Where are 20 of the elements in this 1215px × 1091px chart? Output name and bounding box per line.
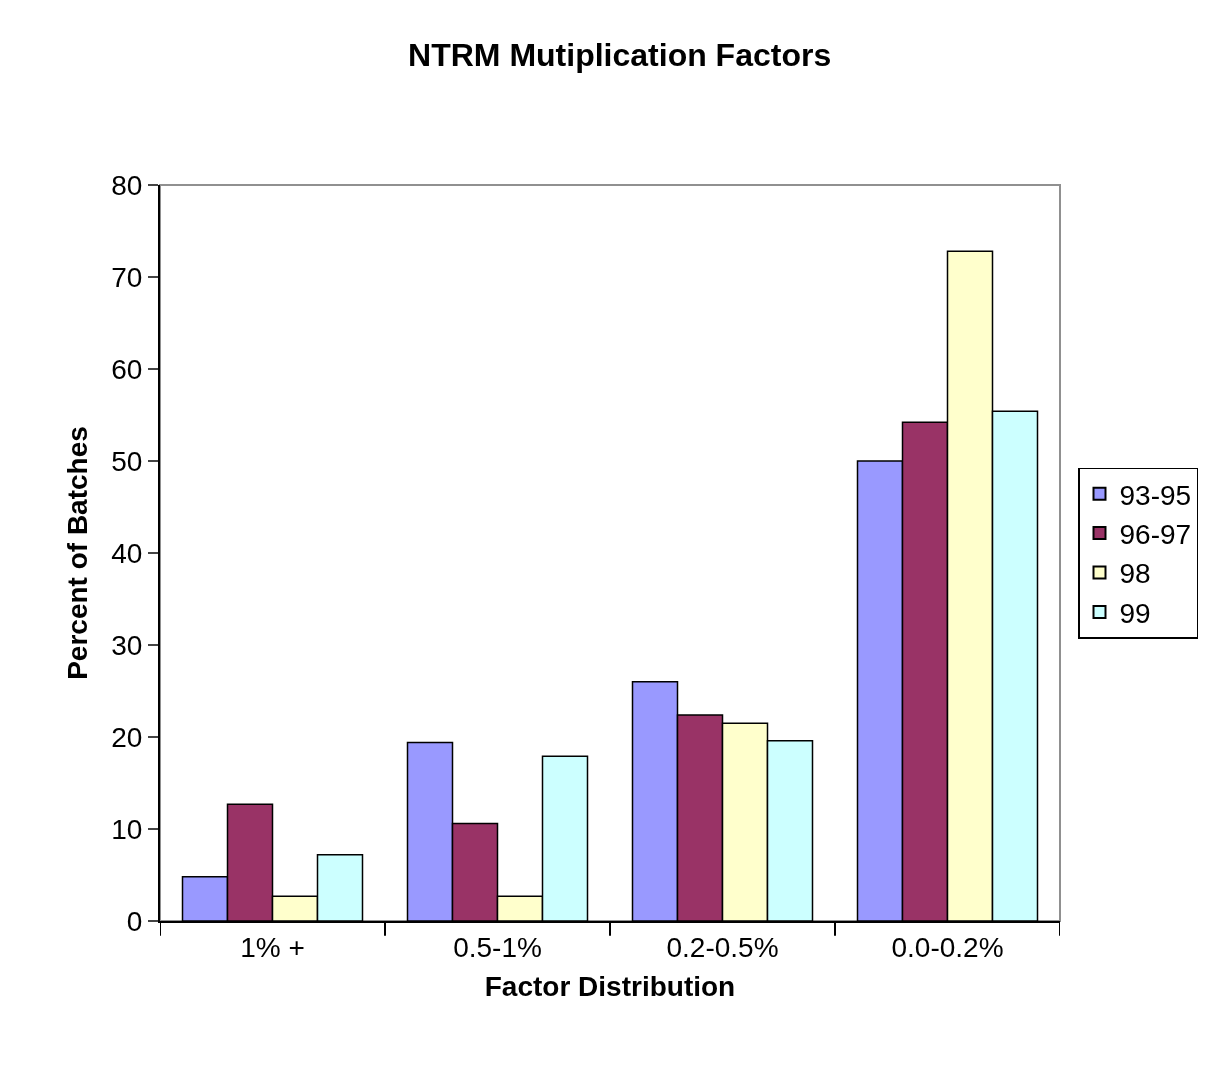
legend-label: 98 (1119, 558, 1151, 590)
chart-title: NTRM Mutiplication Factors (408, 37, 832, 74)
x-tick-label: 0.0-0.2% (891, 931, 1004, 963)
legend-label: 99 (1119, 597, 1151, 629)
y-tick-label: 70 (111, 261, 143, 293)
y-tick-label: 10 (111, 813, 143, 845)
y-tick-label: 0 (126, 905, 143, 937)
x-tick-label: 0.2-0.5% (666, 931, 779, 963)
x-tick-label: 1% + (240, 931, 305, 963)
y-tick-label: 40 (111, 537, 143, 569)
y-tick-label: 80 (111, 169, 143, 201)
y-tick-label: 60 (111, 353, 143, 385)
legend-label: 96-97 (1119, 519, 1192, 551)
y-tick-label: 20 (111, 721, 143, 753)
x-axis-title: Factor Distribution (484, 971, 736, 1003)
legend-label: 93-95 (1119, 479, 1192, 511)
x-tick-label: 0.5-1% (453, 931, 542, 963)
y-tick-label: 30 (111, 629, 143, 661)
y-axis-title: Percent of Batches (62, 426, 94, 680)
y-tick-label: 50 (111, 445, 143, 477)
